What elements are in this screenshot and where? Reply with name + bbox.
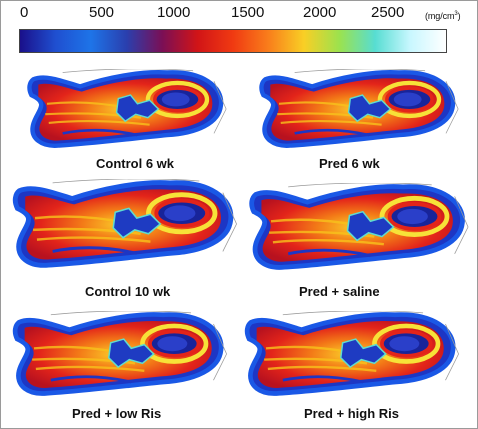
caption-pred-low-ris: Pred + low Ris: [72, 406, 162, 421]
scan-pred-low-ris: [7, 311, 233, 397]
colorbar-unit-exponent: 3: [454, 11, 458, 17]
caption-control-10wk: Control 10 wk: [85, 284, 171, 299]
colorbar-tick: 2000: [303, 4, 337, 21]
scan-image: [9, 179, 241, 269]
colorbar-tick: 2500: [371, 4, 405, 21]
scan-pred-saline: [245, 183, 473, 271]
caption-control-6wk: Control 6 wk: [96, 156, 175, 171]
colorbar-unit-base: (mg/cm: [425, 11, 455, 21]
caption-pred-6wk: Pred 6 wk: [319, 156, 380, 171]
colorbar-tick: 500: [89, 4, 115, 21]
colorbar-unit-close: ): [457, 11, 461, 21]
scan-image: [239, 311, 465, 397]
scan-pred-high-ris: [239, 311, 465, 397]
scan-image: [7, 311, 233, 397]
scan-pred-6wk: [245, 69, 473, 149]
scan-control-10wk: [9, 179, 241, 269]
scan-control-6wk: [13, 69, 241, 149]
colorbar-unit: (mg/cm3): [425, 11, 461, 21]
scan-image: [245, 183, 473, 271]
scan-image: [13, 69, 241, 149]
colorbar-tick: 1000: [157, 4, 191, 21]
colorbar-ticks: 0 500 1000 1500 2000 2500 (mg/cm3): [1, 4, 478, 24]
scan-image: [245, 69, 473, 149]
caption-pred-saline: Pred + saline: [299, 284, 380, 299]
colorbar-tick: 0: [20, 4, 29, 21]
colorbar-tick: 1500: [231, 4, 265, 21]
colorbar: [19, 29, 447, 53]
caption-pred-high-ris: Pred + high Ris: [304, 406, 399, 421]
